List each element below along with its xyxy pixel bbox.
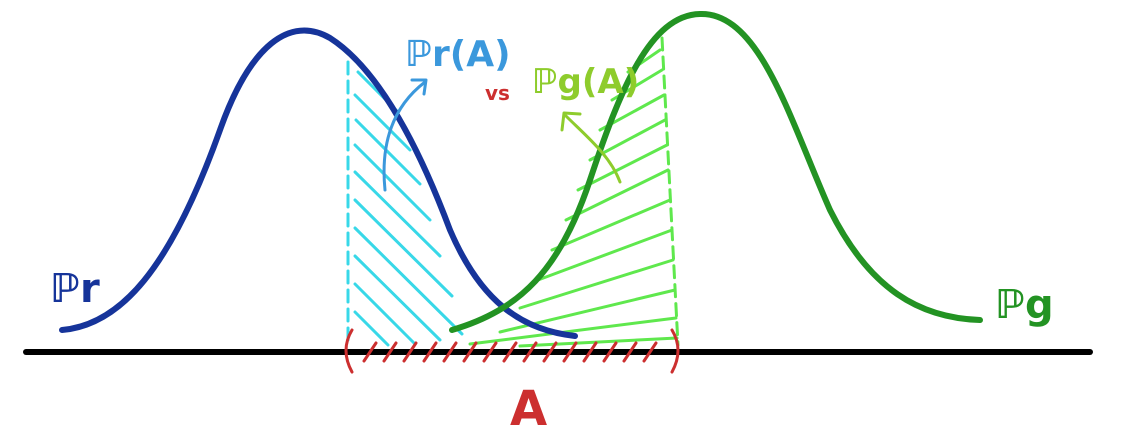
curved-arrow-icon: [560, 111, 622, 184]
versus-label: vs: [485, 81, 510, 105]
pg-curve-label: ℙg: [995, 282, 1054, 328]
pr-curve-label: ℙr: [50, 266, 100, 312]
set-a-right-bracket: [670, 328, 680, 374]
pr-curve: [59, 27, 578, 339]
pg-shaded-region: [468, 36, 680, 348]
pg-of-a-label: ℙg(A): [532, 62, 639, 102]
pg-curve: [449, 10, 983, 333]
curved-arrow-icon: [382, 78, 428, 192]
pr-shaded-region: [346, 60, 464, 347]
set-a-interval: [344, 328, 680, 374]
set-a-left-bracket: [344, 328, 354, 374]
set-a-label: A: [510, 381, 547, 437]
pr-of-a-label: ℙr(A): [405, 34, 511, 75]
